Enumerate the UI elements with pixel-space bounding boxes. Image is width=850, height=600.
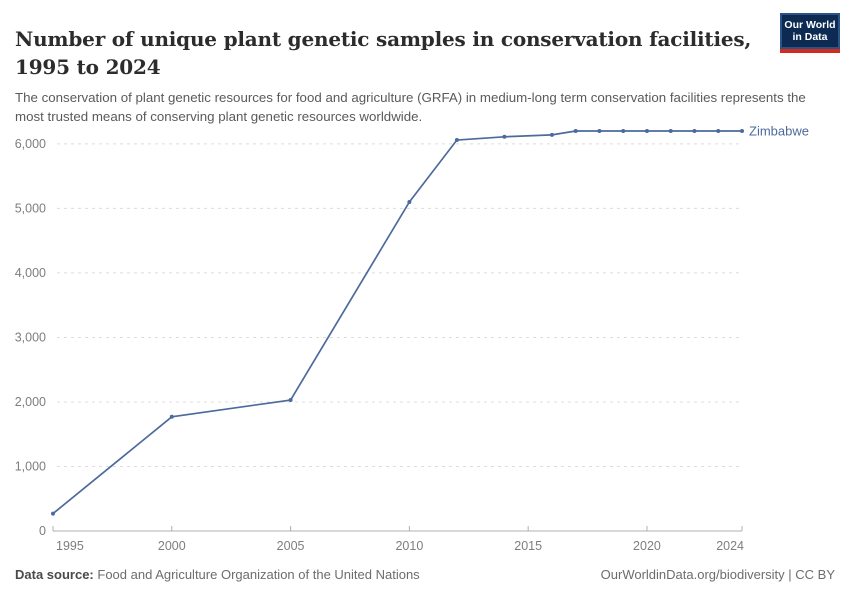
data-source-text: Food and Agriculture Organization of the… xyxy=(97,567,420,582)
owid-logo-line1: Our World xyxy=(784,19,836,31)
owid-logo-box: Our World in Data xyxy=(780,13,840,49)
data-point[interactable] xyxy=(597,129,602,133)
data-source-label: Data source: xyxy=(15,567,94,582)
attribution-link[interactable]: OurWorldinData.org/biodiversity | CC BY xyxy=(600,567,835,582)
data-point[interactable] xyxy=(51,511,55,516)
data-point[interactable] xyxy=(502,134,507,139)
y-tick-label: 4,000 xyxy=(15,266,46,280)
owid-logo-line2: in Data xyxy=(792,31,828,43)
x-tick-label: 2000 xyxy=(158,539,186,553)
data-point[interactable] xyxy=(668,129,673,133)
series-line xyxy=(52,130,742,515)
y-tick-label: 3,000 xyxy=(15,330,46,344)
y-tick-label: 6,000 xyxy=(15,137,46,151)
data-point[interactable] xyxy=(573,129,578,133)
x-tick-label: 2010 xyxy=(395,539,423,553)
data-point[interactable] xyxy=(621,129,626,133)
page-subtitle: The conservation of plant genetic resour… xyxy=(15,90,806,124)
data-source: Data source: Food and Agriculture Organi… xyxy=(15,567,420,582)
data-point[interactable] xyxy=(716,129,721,133)
data-point[interactable] xyxy=(288,398,293,403)
x-tick-label: 2015 xyxy=(514,539,542,553)
y-tick-label: 0 xyxy=(39,524,46,538)
y-tick-label: 1,000 xyxy=(15,459,46,473)
chart-footer: Data source: Food and Agriculture Organi… xyxy=(15,567,835,582)
y-tick-label: 2,000 xyxy=(15,395,46,409)
x-tick-label: 1995 xyxy=(56,539,84,553)
x-tick-label: 2005 xyxy=(277,539,305,553)
y-tick-label: 5,000 xyxy=(15,201,46,215)
page-title: Number of unique plant genetic samples i… xyxy=(15,25,765,81)
data-point[interactable] xyxy=(644,129,649,133)
data-point[interactable] xyxy=(454,138,459,143)
series-end-label: Zimbabwe xyxy=(749,124,809,139)
data-point[interactable] xyxy=(740,129,744,133)
data-point[interactable] xyxy=(407,199,412,204)
owid-logo[interactable]: Our World in Data xyxy=(780,13,840,53)
data-point[interactable] xyxy=(692,129,697,133)
owid-logo-redbar xyxy=(780,49,840,53)
data-point[interactable] xyxy=(169,414,174,419)
data-point[interactable] xyxy=(549,132,554,137)
x-tick-label: 2020 xyxy=(633,539,661,553)
x-tick-label: 2024 xyxy=(716,539,744,553)
page-title-line2: 1995 to 2024 xyxy=(15,55,161,80)
page-title-line1: Number of unique plant genetic samples i… xyxy=(15,27,752,52)
